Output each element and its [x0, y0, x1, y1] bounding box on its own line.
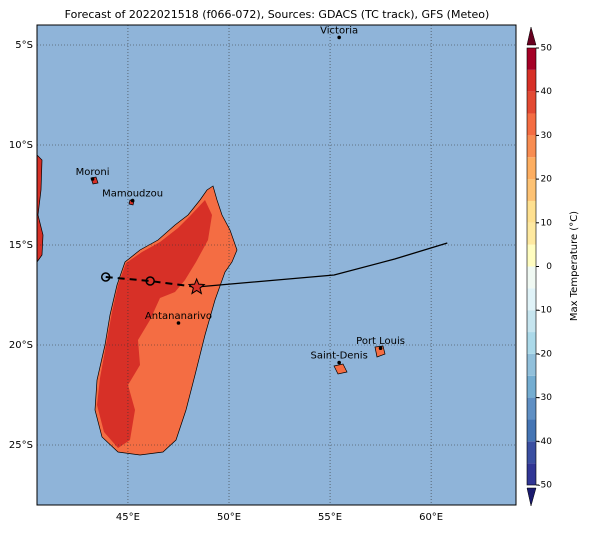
colorbar-band	[527, 113, 536, 136]
colorbar-band	[527, 375, 536, 398]
hot-region	[97, 200, 212, 448]
colorbar-band	[527, 179, 536, 201]
colorbar-band	[527, 222, 536, 245]
mauritius	[374, 345, 386, 358]
x-tick-label: 55°E	[318, 512, 342, 523]
colorbar-band	[527, 91, 536, 114]
y-tick-label: 15°S	[9, 240, 33, 251]
past-track	[105, 276, 197, 288]
madagascar	[94, 185, 238, 456]
africa-coast	[36, 154, 44, 264]
colorbar-tick-label: -30	[537, 393, 552, 403]
city-label: Saint-Denis	[310, 351, 367, 362]
colorbar-label: Max Temperature (°C)	[569, 211, 580, 321]
current-position	[187, 277, 206, 295]
y-tick-label: 20°S	[9, 340, 33, 351]
colorbar-tick-label: 20	[541, 175, 553, 185]
forecast-track	[196, 242, 448, 288]
colorbar-tick-label: -50	[537, 481, 552, 491]
colorbar-band	[527, 463, 536, 485]
colorbar-tick-label: 10	[541, 218, 553, 228]
city-label: Antananarivo	[145, 311, 212, 322]
colorbar-extend-max	[526, 26, 537, 46]
x-tick-label: 50°E	[217, 512, 241, 523]
city-marker	[130, 198, 135, 203]
colorbar-band	[527, 200, 536, 223]
colorbar-band	[527, 48, 536, 70]
y-tick-label: 10°S	[9, 140, 33, 151]
y-tick-label: 25°S	[9, 440, 33, 451]
colorbar-band	[527, 332, 536, 354]
colorbar-band	[527, 353, 536, 376]
colorbar-band	[527, 266, 536, 289]
city-label: Port Louis	[356, 336, 405, 347]
colorbar-tick-label: -10	[537, 306, 552, 316]
reunion	[333, 363, 348, 375]
y-tick-label: 5°S	[15, 40, 33, 51]
city-marker	[90, 177, 95, 181]
chart-title: Forecast of 2022021518 (f066-072), Sourc…	[65, 8, 490, 21]
colorbar-tick-label: 30	[541, 131, 553, 141]
city-marker	[378, 346, 383, 351]
colorbar-band	[527, 135, 536, 158]
city-marker	[337, 35, 341, 40]
city-label: Victoria	[320, 25, 358, 36]
colorbar-frame	[526, 47, 537, 486]
colorbar-band	[527, 419, 536, 442]
colorbar-band	[527, 69, 536, 92]
colorbar-extend-min	[526, 487, 537, 507]
colorbar-tick-label: 50	[541, 44, 553, 54]
colorbar-band	[527, 288, 536, 311]
colorbar-band	[527, 310, 536, 333]
track-point	[100, 272, 111, 282]
x-tick-label: 60°E	[419, 512, 443, 523]
city-marker	[337, 360, 341, 365]
track-point	[145, 276, 155, 286]
colorbar-tick-label: -20	[537, 349, 552, 359]
map-frame	[36, 24, 517, 506]
x-tick-label: 45°E	[116, 512, 140, 523]
colorbar-tick-label: -40	[537, 437, 552, 447]
colorbar-band	[527, 441, 536, 464]
colorbar-band	[527, 244, 536, 267]
colorbar-band	[527, 397, 536, 420]
city-label: Mamoudzou	[102, 189, 163, 200]
colorbar-band	[527, 157, 536, 180]
colorbar-tick-label: 0	[546, 262, 552, 272]
city-label: Moroni	[76, 167, 110, 178]
colorbar-tick-label: 40	[541, 87, 553, 97]
city-marker	[176, 321, 181, 325]
